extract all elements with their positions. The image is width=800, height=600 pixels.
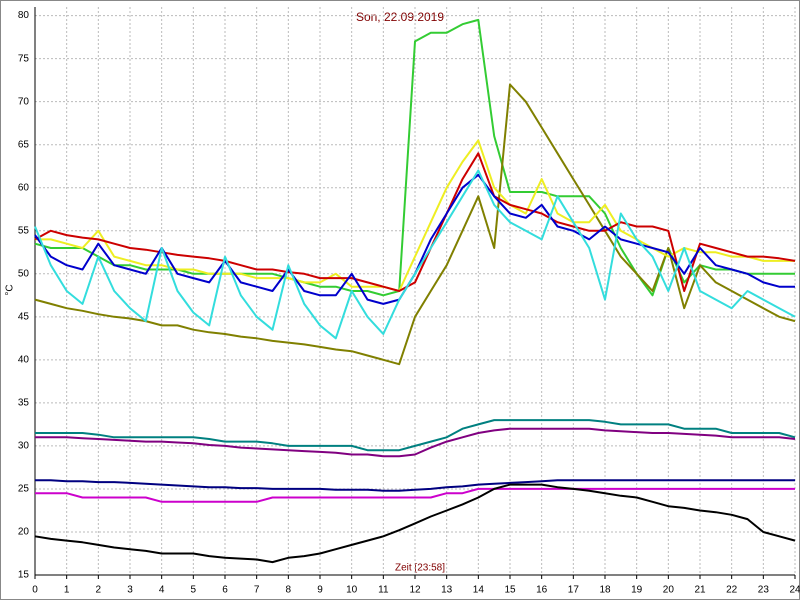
x-tick-label: 12 xyxy=(409,585,421,596)
x-tick-label: 3 xyxy=(127,585,133,596)
series-line xyxy=(34,169,796,340)
series-line xyxy=(35,419,796,452)
y-tick-label: 65 xyxy=(18,139,30,150)
y-tick-label: 80 xyxy=(18,10,30,21)
x-tick-label: 2 xyxy=(96,585,102,596)
y-tick-label: 25 xyxy=(18,484,30,495)
series-line xyxy=(35,479,795,492)
y-tick-label: 35 xyxy=(18,398,30,409)
x-tick-label: 0 xyxy=(32,585,38,596)
x-tick-label: 15 xyxy=(504,585,516,596)
y-tick-label: 45 xyxy=(18,311,30,322)
x-tick-label: 6 xyxy=(222,585,228,596)
y-axis-label: °C xyxy=(5,284,16,295)
x-tick-label: 18 xyxy=(599,585,611,596)
y-tick-label: 15 xyxy=(18,570,30,581)
x-tick-label: 23 xyxy=(758,585,770,596)
x-tick-label: 4 xyxy=(159,585,165,596)
y-tick-label: 75 xyxy=(18,53,30,64)
x-tick-label: 8 xyxy=(286,585,292,596)
x-tick-label: 7 xyxy=(254,585,260,596)
x-tick-label: 5 xyxy=(191,585,197,596)
series-line xyxy=(34,83,796,366)
chart-title: Son, 22.09.2019 xyxy=(356,10,444,24)
x-tick-label: 16 xyxy=(536,585,548,596)
y-tick-label: 30 xyxy=(18,441,30,452)
x-tick-label: 24 xyxy=(789,585,800,596)
x-tick-label: 20 xyxy=(663,585,675,596)
y-tick-label: 40 xyxy=(18,354,30,365)
x-axis-label: Zeit [23:58] xyxy=(395,563,445,574)
x-tick-label: 11 xyxy=(378,585,389,596)
x-tick-label: 19 xyxy=(631,585,643,596)
x-tick-label: 13 xyxy=(441,585,453,596)
series-line xyxy=(35,427,796,458)
y-tick-label: 55 xyxy=(18,225,30,236)
series-line xyxy=(35,487,795,503)
x-tick-label: 21 xyxy=(694,585,706,596)
x-tick-label: 9 xyxy=(317,585,323,596)
series-line xyxy=(34,483,796,564)
x-tick-label: 22 xyxy=(726,585,738,596)
y-tick-label: 50 xyxy=(18,268,30,279)
y-tick-label: 20 xyxy=(18,527,30,538)
y-tick-label: 70 xyxy=(18,96,30,107)
x-tick-label: 17 xyxy=(568,585,580,596)
x-tick-label: 1 xyxy=(64,585,70,596)
y-tick-label: 60 xyxy=(18,182,30,193)
series-line xyxy=(35,139,795,292)
x-tick-label: 10 xyxy=(346,585,358,596)
x-tick-label: 14 xyxy=(473,585,485,596)
